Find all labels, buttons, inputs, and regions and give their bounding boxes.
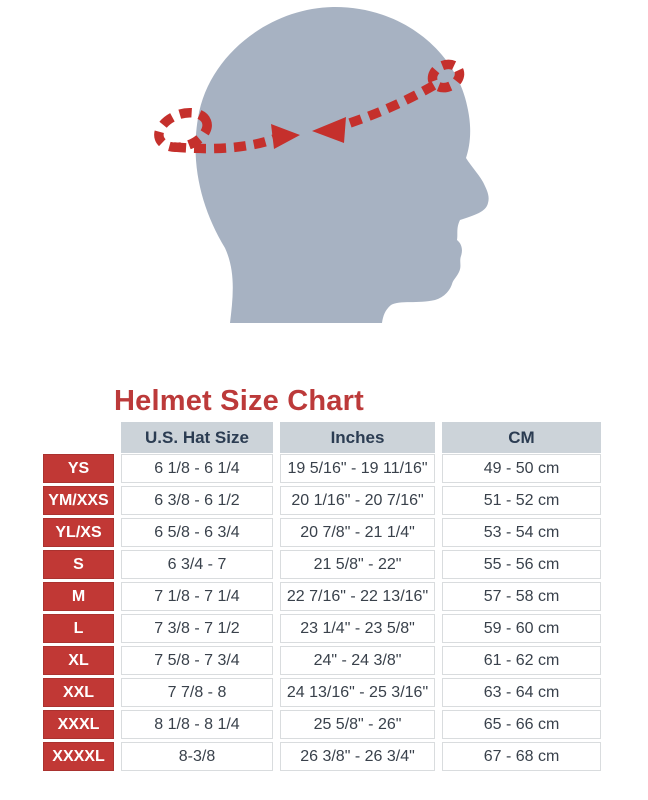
cm-value: 65 - 66 cm xyxy=(442,710,601,739)
cm-value: 51 - 52 cm xyxy=(442,486,601,515)
hat-size-value: 7 1/8 - 7 1/4 xyxy=(121,582,273,611)
cm-value: 67 - 68 cm xyxy=(442,742,601,771)
inches-value: 19 5/16" - 19 11/16" xyxy=(280,454,435,483)
inches-value: 21 5/8" - 22" xyxy=(280,550,435,579)
inches-value: 20 7/8" - 21 1/4" xyxy=(280,518,435,547)
measuring-tape-right-loop-icon xyxy=(427,59,465,93)
head-silhouette xyxy=(195,6,489,323)
size-label: YM/XXS xyxy=(43,486,114,515)
hat-size-value: 8-3/8 xyxy=(121,742,273,771)
inches-value: 23 1/4" - 23 5/8" xyxy=(280,614,435,643)
column-header-cm: CM xyxy=(442,422,601,453)
page-title: Helmet Size Chart xyxy=(114,385,364,417)
cm-value: 49 - 50 cm xyxy=(442,454,601,483)
inches-value: 22 7/16" - 22 13/16" xyxy=(280,582,435,611)
cm-value: 63 - 64 cm xyxy=(442,678,601,707)
size-label: S xyxy=(43,550,114,579)
size-label: XXXL xyxy=(43,710,114,739)
hat-size-value: 7 7/8 - 8 xyxy=(121,678,273,707)
arrow-right-icon xyxy=(271,124,300,149)
size-label: M xyxy=(43,582,114,611)
size-label: XXXXL xyxy=(43,742,114,771)
measuring-tape-left-loop-icon xyxy=(154,107,212,153)
hat-size-value: 6 3/8 - 6 1/2 xyxy=(121,486,273,515)
inches-value: 26 3/8" - 26 3/4" xyxy=(280,742,435,771)
size-label: XXL xyxy=(43,678,114,707)
column-header-inches: Inches xyxy=(280,422,435,453)
inches-value: 20 1/16" - 20 7/16" xyxy=(280,486,435,515)
hat-size-value: 6 1/8 - 6 1/4 xyxy=(121,454,273,483)
size-label: XL xyxy=(43,646,114,675)
measuring-tape-back-dashes-icon xyxy=(348,78,441,128)
size-table: U.S. Hat Size Inches CM YS 6 1/8 - 6 1/4… xyxy=(43,422,601,771)
cm-value: 61 - 62 cm xyxy=(442,646,601,675)
hat-size-value: 6 5/8 - 6 3/4 xyxy=(121,518,273,547)
hat-size-value: 8 1/8 - 8 1/4 xyxy=(121,710,273,739)
hat-size-value: 6 3/4 - 7 xyxy=(121,550,273,579)
inches-value: 25 5/8" - 26" xyxy=(280,710,435,739)
size-label: YL/XS xyxy=(43,518,114,547)
cm-value: 59 - 60 cm xyxy=(442,614,601,643)
cm-value: 53 - 54 cm xyxy=(442,518,601,547)
hat-size-value: 7 3/8 - 7 1/2 xyxy=(121,614,273,643)
inches-value: 24 13/16" - 25 3/16" xyxy=(280,678,435,707)
cm-value: 55 - 56 cm xyxy=(442,550,601,579)
size-label: L xyxy=(43,614,114,643)
arrow-left-icon xyxy=(312,117,346,143)
head-measurement-figure xyxy=(154,6,489,323)
size-label: YS xyxy=(43,454,114,483)
cm-value: 57 - 58 cm xyxy=(442,582,601,611)
hat-size-value: 7 5/8 - 7 3/4 xyxy=(121,646,273,675)
inches-value: 24" - 24 3/8" xyxy=(280,646,435,675)
column-header-hat-size: U.S. Hat Size xyxy=(121,422,273,453)
table-corner-spacer xyxy=(43,422,114,451)
